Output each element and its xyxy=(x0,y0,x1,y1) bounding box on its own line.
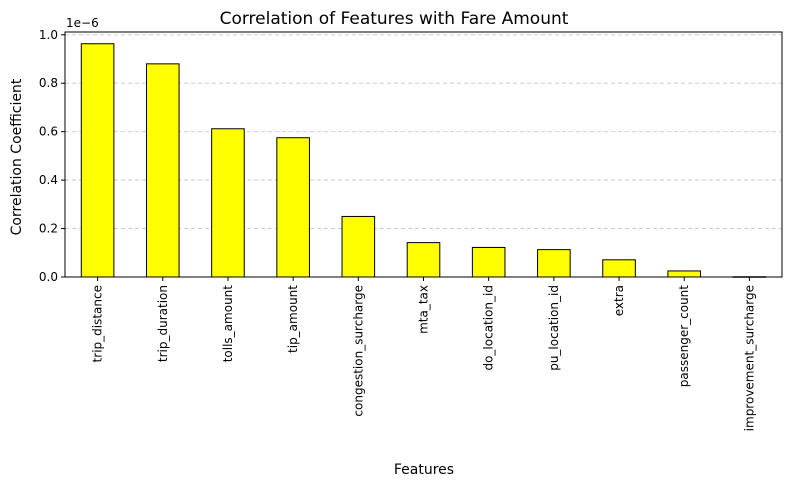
bar-passenger-count xyxy=(667,270,702,278)
x-tick-label: tolls_amount xyxy=(221,285,235,363)
x-tick-label: extra xyxy=(612,285,626,316)
y-offset-label: 1e−6 xyxy=(66,16,99,30)
bar-congestion-surcharge xyxy=(341,215,376,278)
y-tick-label: 0.2 xyxy=(39,222,58,236)
bar-do-location-id xyxy=(471,246,506,278)
x-tick-label: do_location_id xyxy=(482,285,496,371)
x-tick-label: improvement_surcharge xyxy=(742,285,756,431)
chart-title: Correlation of Features with Fare Amount xyxy=(220,9,569,29)
y-tick-label: 0.0 xyxy=(39,270,58,284)
bar-trip-duration xyxy=(145,63,180,278)
y-tick-label: 0.8 xyxy=(39,76,58,90)
y-axis-ticks: 0.0 0.2 0.4 0.6 0.8 1.0 xyxy=(39,28,65,284)
x-tick-label: trip_distance xyxy=(91,285,105,362)
bars xyxy=(80,43,767,278)
bar-trip-distance xyxy=(80,43,115,278)
x-tick-label: pu_location_id xyxy=(547,285,561,371)
y-axis-label: Correlation Coefficient xyxy=(9,78,25,235)
x-axis-label: Features xyxy=(394,462,454,478)
x-tick-label: tip_amount xyxy=(286,285,300,353)
bar-tip-amount xyxy=(276,137,310,278)
x-axis-ticks: trip_distance trip_duration tolls_amount ti… xyxy=(91,277,756,431)
y-tick-label: 0.4 xyxy=(39,173,58,187)
y-tick-label: 1.0 xyxy=(39,28,58,42)
x-tick-label: trip_duration xyxy=(156,285,170,362)
y-tick-label: 0.6 xyxy=(39,125,58,139)
x-tick-label: congestion_surcharge xyxy=(351,285,365,417)
bar-pu-location-id xyxy=(537,249,571,278)
bar-tolls-amount xyxy=(211,128,245,278)
x-tick-label: passenger_count xyxy=(677,285,691,388)
bar-extra xyxy=(602,259,636,278)
x-tick-label: mta_tax xyxy=(417,285,431,334)
bar-mta-tax xyxy=(406,242,441,278)
plot-frame xyxy=(64,31,783,278)
